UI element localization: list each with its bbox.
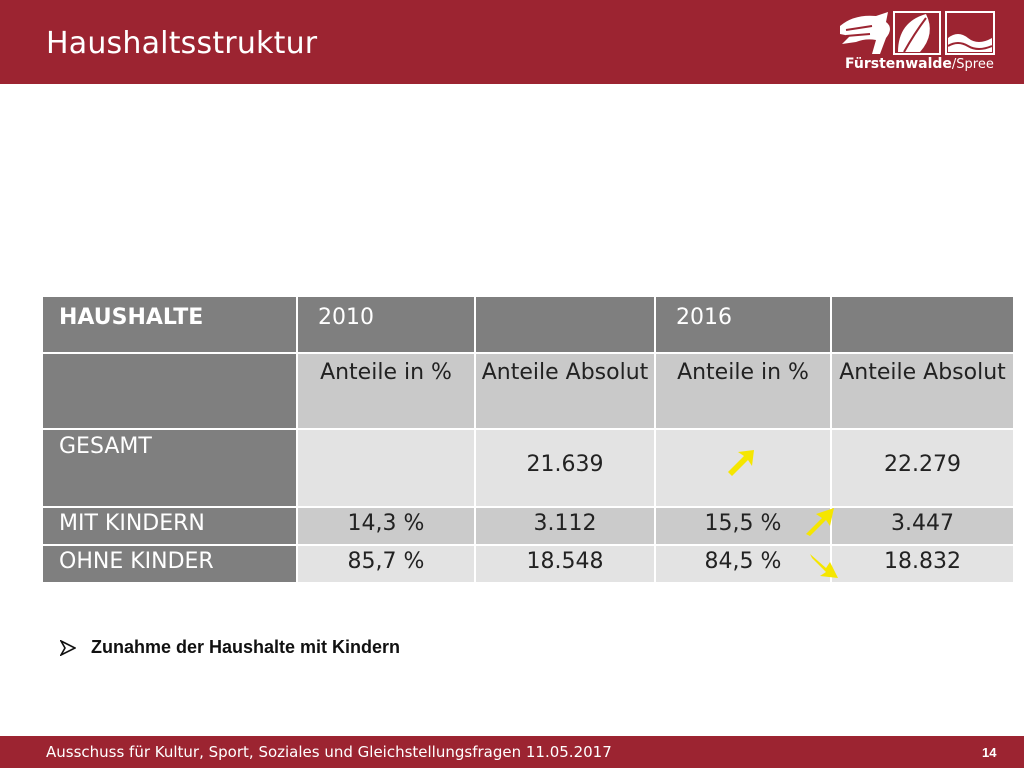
footer-text: Ausschuss für Kultur, Sport, Soziales un…	[46, 743, 612, 761]
header-empty-cell	[475, 297, 656, 354]
logo-suffix: /Spree	[951, 57, 994, 72]
slide-title: Haushaltsstruktur	[46, 26, 318, 61]
header-empty-cell	[831, 297, 1015, 354]
row-label: OHNE KINDER	[43, 545, 298, 584]
subheader-absolute-2010: Anteile Absolut	[475, 353, 656, 430]
fuerstenwalde-logo-icon	[840, 11, 995, 55]
cell-percent-2016: 15,5 %	[655, 507, 832, 546]
cell-absolute-2010: 3.112	[475, 507, 656, 546]
arrow-down-right-icon	[810, 554, 838, 578]
subheader-percent-2010: Anteile in %	[297, 353, 476, 430]
cell-absolute-2010: 18.548	[475, 545, 656, 584]
cell-percent-2010	[297, 429, 476, 508]
footer-bar	[0, 736, 1024, 768]
subheader-empty-label	[43, 353, 298, 430]
arrowhead-bullet-icon	[60, 640, 76, 656]
cell-percent-2016: 84,5 %	[655, 545, 832, 584]
logo-name: Fürstenwalde	[845, 56, 952, 72]
cell-percent-2010: 14,3 %	[297, 507, 476, 546]
header-year-2016: 2016	[655, 297, 832, 354]
table-subheader-row: Anteile in % Anteile Absolut Anteile in …	[43, 353, 1015, 430]
arrow-up-right-icon	[728, 450, 754, 476]
table-row: MIT KINDERN 14,3 % 3.112 15,5 % 3.447	[43, 507, 1015, 546]
households-table: HAUSHALTE 2010 2016 Anteile in % Anteile…	[43, 297, 1015, 584]
row-label: GESAMT	[43, 429, 298, 508]
cell-absolute-2016: 3.447	[831, 507, 1015, 546]
page-number: 14	[982, 745, 997, 760]
table-row: GESAMT 21.639 22.279	[43, 429, 1015, 508]
cell-percent-2010: 85,7 %	[297, 545, 476, 584]
arrow-up-right-icon	[806, 508, 834, 536]
subheader-absolute-2016: Anteile Absolut	[831, 353, 1015, 430]
cell-absolute-2010: 21.639	[475, 429, 656, 508]
header-label-haushalte: HAUSHALTE	[43, 297, 298, 354]
logo-wordmark: Fürstenwalde/Spree	[845, 56, 994, 72]
cell-absolute-2016: 18.832	[831, 545, 1015, 584]
subheader-percent-2016: Anteile in %	[655, 353, 832, 430]
table-header-row: HAUSHALTE 2010 2016	[43, 297, 1015, 354]
header-year-2010: 2010	[297, 297, 476, 354]
cell-percent-2016	[655, 429, 832, 508]
row-label: MIT KINDERN	[43, 507, 298, 546]
bullet-text: Zunahme der Haushalte mit Kindern	[91, 637, 401, 657]
table-row: OHNE KINDER 85,7 % 18.548 84,5 % 18.832	[43, 545, 1015, 584]
cell-absolute-2016: 22.279	[831, 429, 1015, 508]
